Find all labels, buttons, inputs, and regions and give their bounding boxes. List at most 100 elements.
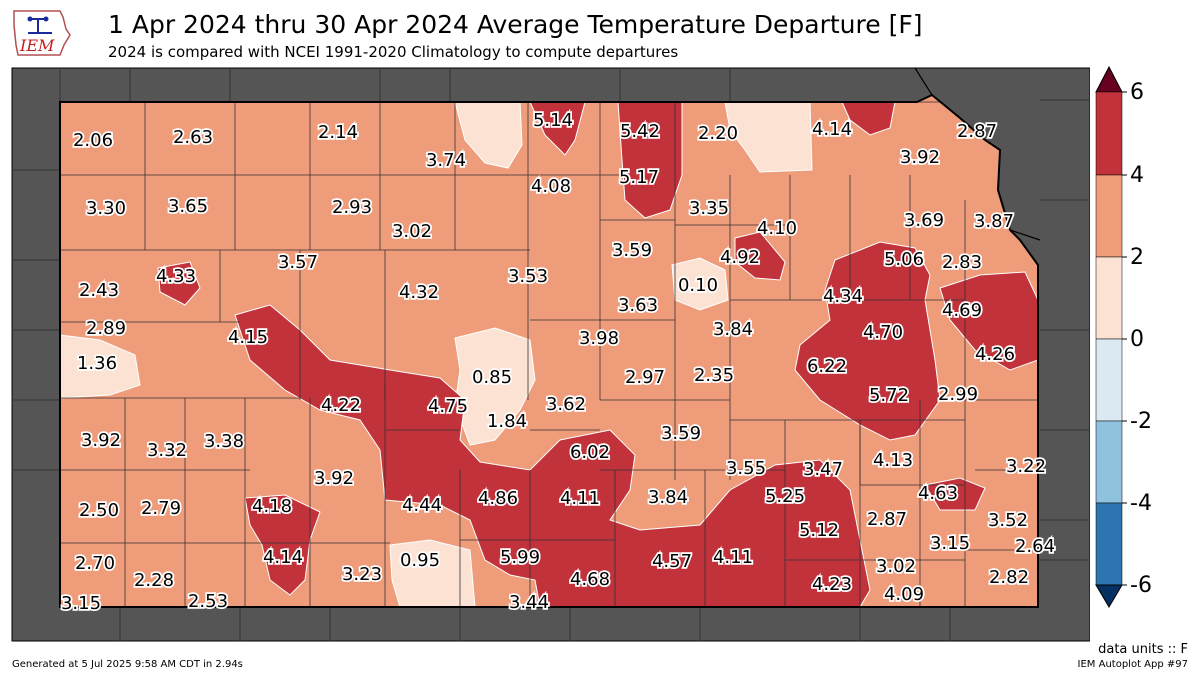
value-label: 4.22 bbox=[321, 395, 361, 416]
value-label: 4.10 bbox=[757, 218, 797, 239]
value-label: 3.38 bbox=[204, 431, 244, 452]
value-label: 3.74 bbox=[426, 150, 466, 171]
value-label: 2.89 bbox=[86, 318, 126, 339]
value-label: 5.17 bbox=[619, 167, 659, 188]
colorbar-tick-label: 2 bbox=[1130, 245, 1144, 270]
colorbar-tick-label: 6 bbox=[1130, 80, 1144, 105]
value-label: 4.08 bbox=[531, 176, 571, 197]
value-label: 3.02 bbox=[876, 556, 916, 577]
value-label: 3.15 bbox=[61, 593, 101, 614]
value-label: 3.44 bbox=[509, 592, 549, 613]
light-region-west bbox=[60, 334, 141, 399]
value-label: 2.99 bbox=[938, 384, 978, 405]
value-label: 2.28 bbox=[134, 570, 174, 591]
colorbar-tick-label: 4 bbox=[1130, 163, 1144, 188]
colorbar-bottom-extend bbox=[1095, 584, 1123, 608]
value-label: 2.50 bbox=[79, 500, 119, 521]
contour-fills bbox=[60, 95, 1038, 607]
value-label: 5.72 bbox=[869, 385, 909, 406]
value-label: 4.26 bbox=[975, 344, 1015, 365]
colorbar-segment bbox=[1095, 338, 1123, 422]
value-label: 4.23 bbox=[812, 574, 852, 595]
colorbar: 6 4 2 0 -2 -4 -6 bbox=[1095, 65, 1152, 608]
value-label: 2.14 bbox=[318, 122, 358, 143]
missouri-river bbox=[914, 67, 1041, 241]
value-label: 3.84 bbox=[648, 487, 688, 508]
value-label: 4.14 bbox=[263, 547, 303, 568]
value-label: 4.11 bbox=[713, 547, 753, 568]
value-label: 2.53 bbox=[188, 591, 228, 612]
colorbar-tick-label: 0 bbox=[1130, 327, 1144, 352]
value-label: 3.30 bbox=[86, 198, 126, 219]
value-label: 2.70 bbox=[75, 553, 115, 574]
value-label: 3.59 bbox=[661, 423, 701, 444]
value-label: 2.63 bbox=[173, 127, 213, 148]
value-label: 4.86 bbox=[478, 488, 518, 509]
value-labels: 2.06 2.63 2.14 3.74 5.14 5.42 2.20 4.14 … bbox=[59, 108, 1057, 616]
colorbar-tick-label: -6 bbox=[1130, 573, 1152, 598]
warm-region-e3 bbox=[939, 271, 1038, 371]
value-label: 4.33 bbox=[156, 266, 196, 287]
colorbar-segment bbox=[1095, 174, 1123, 258]
app-label: IEM Autoplot App #97 bbox=[1077, 659, 1188, 670]
warm-region-n2 bbox=[617, 101, 683, 219]
colorbar-segment bbox=[1095, 91, 1123, 176]
colorbar-segment bbox=[1095, 420, 1123, 504]
value-label: 2.97 bbox=[625, 367, 665, 388]
value-label: 0.10 bbox=[678, 275, 718, 296]
colorbar-ticks: 6 4 2 0 -2 -4 -6 bbox=[1122, 80, 1152, 598]
value-label: 2.87 bbox=[867, 509, 907, 530]
warm-region-e2 bbox=[794, 241, 941, 441]
value-label: 3.98 bbox=[579, 328, 619, 349]
value-label: 2.79 bbox=[141, 498, 181, 519]
warm-region-w1 bbox=[157, 261, 201, 306]
value-label: 6.22 bbox=[807, 356, 847, 377]
value-label: 3.87 bbox=[974, 211, 1014, 232]
colorbar-segment bbox=[1095, 256, 1123, 340]
value-label: 1.84 bbox=[487, 411, 527, 432]
value-label: 5.12 bbox=[799, 520, 839, 541]
value-label: 4.13 bbox=[873, 450, 913, 471]
value-label: 4.69 bbox=[942, 300, 982, 321]
value-label: 3.69 bbox=[904, 210, 944, 231]
value-label: 5.06 bbox=[884, 249, 924, 270]
value-label: 3.15 bbox=[930, 533, 970, 554]
value-label: 4.32 bbox=[399, 282, 439, 303]
value-label: 2.82 bbox=[989, 567, 1029, 588]
svg-text:IEM: IEM bbox=[19, 36, 55, 55]
colorbar-top-extend bbox=[1095, 65, 1123, 93]
iem-logo: IEM bbox=[13, 10, 71, 56]
value-label: 5.42 bbox=[620, 121, 660, 142]
value-label: 2.20 bbox=[698, 123, 738, 144]
data-units-label: data units :: F bbox=[1098, 642, 1188, 657]
value-label: 2.83 bbox=[942, 252, 982, 273]
value-label: 3.59 bbox=[612, 240, 652, 261]
value-label: 4.44 bbox=[402, 495, 442, 516]
value-label: 4.14 bbox=[812, 119, 852, 140]
value-label: 3.63 bbox=[618, 295, 658, 316]
value-label: 6.02 bbox=[570, 442, 610, 463]
value-label: 2.87 bbox=[957, 121, 997, 142]
generated-timestamp: Generated at 5 Jul 2025 9:58 AM CDT in 2… bbox=[12, 659, 243, 670]
value-label: 4.15 bbox=[228, 327, 268, 348]
value-label: 3.23 bbox=[342, 564, 382, 585]
neighbor-borders bbox=[12, 68, 1090, 641]
warm-region-e4 bbox=[924, 477, 986, 511]
value-label: 4.68 bbox=[570, 569, 610, 590]
value-label: 4.92 bbox=[720, 247, 760, 268]
value-label: 2.43 bbox=[79, 280, 119, 301]
value-label: 2.06 bbox=[73, 130, 113, 151]
temperature-departure-map: 2.06 2.63 2.14 3.74 5.14 5.42 2.20 4.14 … bbox=[11, 67, 1090, 642]
value-label: 3.65 bbox=[168, 196, 208, 217]
value-label: 3.32 bbox=[147, 440, 187, 461]
value-label: 3.22 bbox=[1006, 456, 1046, 477]
colorbar-segment bbox=[1095, 502, 1123, 586]
light-region-south bbox=[389, 539, 476, 607]
value-label: 2.35 bbox=[694, 365, 734, 386]
value-label: 3.62 bbox=[546, 394, 586, 415]
value-label: 3.02 bbox=[392, 221, 432, 242]
value-label: 4.09 bbox=[884, 584, 924, 605]
value-label: 4.70 bbox=[863, 322, 903, 343]
value-label: 4.34 bbox=[823, 286, 863, 307]
value-label: 5.14 bbox=[533, 110, 573, 131]
